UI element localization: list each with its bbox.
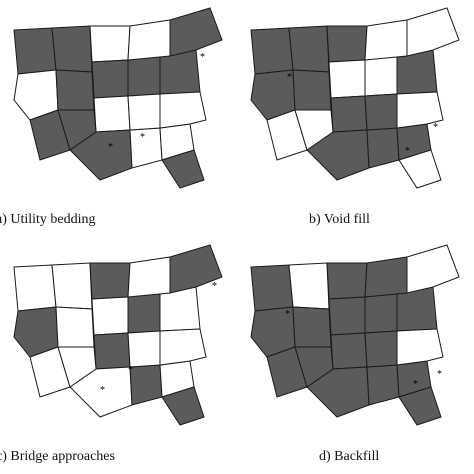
state-region-central-1 xyxy=(89,25,131,63)
marker-asterisk: * xyxy=(405,146,410,157)
state-region-southeast-2 xyxy=(398,386,442,426)
marker-asterisk: * xyxy=(200,52,205,63)
state-region-northeast-2 xyxy=(406,7,460,57)
state-region-south-3 xyxy=(294,109,334,151)
state-region-west-1 xyxy=(250,264,294,312)
state-region-west-1 xyxy=(250,27,294,75)
map-panel-d: * * * d) Backfill xyxy=(237,237,474,474)
state-region-south-3 xyxy=(57,346,97,388)
caption-b: b) Void fill xyxy=(309,212,370,227)
marker-asterisk: * xyxy=(285,309,290,320)
state-region-east-1 xyxy=(364,292,398,334)
state-region-south-2 xyxy=(366,127,400,169)
state-region-east-2 xyxy=(364,93,398,131)
marker-asterisk: * xyxy=(212,281,217,292)
state-region-central-4 xyxy=(55,306,95,348)
state-region-south-3 xyxy=(57,109,97,151)
state-region-northeast-2 xyxy=(406,244,460,294)
state-region-east-2 xyxy=(127,93,161,131)
marker-asterisk: * xyxy=(128,365,133,376)
state-region-south-2 xyxy=(129,127,163,169)
marker-asterisk: * xyxy=(100,385,105,396)
marker-asterisk: * xyxy=(140,132,145,143)
state-region-west-4 xyxy=(288,262,330,310)
state-region-central-2 xyxy=(91,296,129,336)
state-region-northeast-1 xyxy=(127,256,171,298)
state-region-central-1 xyxy=(326,25,368,63)
marker-asterisk: * xyxy=(287,72,292,83)
state-region-west-4 xyxy=(51,262,93,310)
state-region-east-4 xyxy=(159,91,207,129)
state-region-west-1 xyxy=(13,27,57,75)
caption-a: a) Utility bedding xyxy=(0,212,96,227)
marker-asterisk: * xyxy=(413,379,418,390)
state-region-central-2 xyxy=(328,296,366,336)
state-region-south-3 xyxy=(294,346,334,388)
caption-d: d) Backfill xyxy=(319,449,380,464)
state-region-central-4 xyxy=(292,69,332,111)
caption-c: c) Bridge approaches xyxy=(0,449,115,464)
map-panel-c: * * * c) Bridge approaches xyxy=(0,237,237,474)
state-region-central-2 xyxy=(91,59,129,99)
state-region-south-2 xyxy=(129,364,163,406)
state-region-central-3 xyxy=(93,95,131,133)
us-map-b: * * * xyxy=(250,7,460,189)
state-region-central-2 xyxy=(328,59,366,99)
state-region-central-3 xyxy=(330,95,368,133)
state-region-southeast-2 xyxy=(161,386,205,426)
state-region-east-4 xyxy=(396,91,444,129)
state-region-west-1 xyxy=(13,264,57,312)
state-region-central-1 xyxy=(89,262,131,300)
map-panel-a: * * * a) Utility bedding xyxy=(0,0,237,237)
state-region-central-3 xyxy=(93,332,131,370)
us-map-d: * * * xyxy=(250,244,460,426)
state-region-east-4 xyxy=(396,328,444,366)
state-region-east-1 xyxy=(127,55,161,97)
state-region-east-1 xyxy=(364,55,398,97)
state-region-northeast-2 xyxy=(169,7,223,57)
state-region-south-2 xyxy=(366,364,400,406)
state-region-west-4 xyxy=(288,25,330,73)
state-region-northeast-1 xyxy=(127,19,171,61)
state-region-northeast-2 xyxy=(169,244,223,294)
state-region-east-4 xyxy=(159,328,207,366)
state-region-central-3 xyxy=(330,332,368,370)
marker-asterisk: * xyxy=(437,369,442,380)
state-region-northeast-1 xyxy=(364,256,408,298)
state-region-southeast-2 xyxy=(398,149,442,189)
us-map-a: * * * xyxy=(13,7,223,189)
state-region-east-2 xyxy=(127,330,161,368)
state-region-central-4 xyxy=(292,306,332,348)
state-region-central-1 xyxy=(326,262,368,300)
state-region-west-4 xyxy=(51,25,93,73)
state-region-east-1 xyxy=(127,292,161,334)
state-region-central-4 xyxy=(55,69,95,111)
state-region-southeast-2 xyxy=(161,149,205,189)
marker-asterisk: * xyxy=(433,122,438,133)
map-panel-b: * * * b) Void fill xyxy=(237,0,474,237)
us-map-c: * * * xyxy=(13,244,223,426)
state-region-east-2 xyxy=(364,330,398,368)
state-region-northeast-1 xyxy=(364,19,408,61)
marker-asterisk: * xyxy=(108,142,113,153)
